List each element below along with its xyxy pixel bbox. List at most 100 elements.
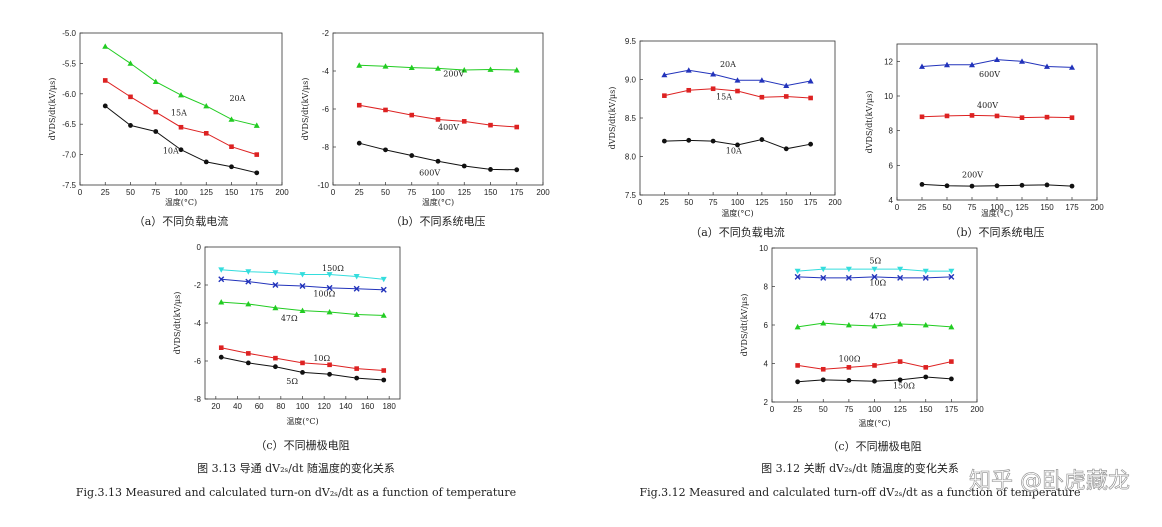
- figure-caption-cn: 图 3.13 导通 dV₂ₛ/dt 随温度的变化关系: [197, 461, 395, 475]
- x-tick-label: 120: [317, 402, 331, 411]
- data-point: [218, 276, 225, 283]
- data-point: [758, 77, 765, 83]
- x-tick-label: 100: [296, 402, 310, 411]
- data-point: [872, 363, 877, 368]
- y-tick-label: -6: [194, 357, 202, 366]
- chart-off_a: 0 25 50 75 100 125 150 175 200 7.5 8.0 8.5 9.0 9.5 温度(…: [608, 37, 842, 239]
- data-point: [488, 122, 493, 128]
- x-axis-label: 温度(°C): [165, 197, 197, 207]
- x-tick-label: 75: [151, 188, 160, 197]
- data-point: [380, 286, 387, 293]
- x-tick-label: 100: [990, 203, 1004, 212]
- series-annotation: 10Ω: [313, 354, 330, 363]
- x-tick-label: 175: [1065, 203, 1079, 212]
- data-point: [218, 299, 225, 305]
- data-point: [380, 312, 387, 318]
- subcaption: （c）不同栅极电阻: [827, 439, 921, 453]
- data-point: [299, 307, 306, 314]
- y-tick-label: -4: [194, 319, 202, 328]
- data-point: [246, 351, 251, 356]
- data-point: [272, 282, 279, 288]
- data-point: [203, 159, 209, 165]
- data-point: [808, 95, 813, 101]
- data-point: [245, 360, 251, 366]
- data-point: [218, 354, 224, 360]
- data-point: [759, 137, 765, 142]
- series-annotation: 5Ω: [286, 377, 298, 386]
- data-point: [1019, 182, 1025, 188]
- data-point: [1044, 63, 1050, 69]
- data-point: [383, 147, 388, 153]
- data-point: [897, 274, 904, 281]
- data-point: [944, 113, 950, 119]
- data-point: [152, 78, 159, 85]
- data-point: [228, 116, 235, 122]
- x-tick-label: 200: [828, 198, 842, 207]
- series-annotation: 400V: [438, 123, 459, 132]
- data-point: [326, 284, 333, 291]
- x-axis-label: 温度(°C): [721, 208, 753, 218]
- series-annotation: 10A: [163, 146, 179, 155]
- y-tick-label: 4: [889, 196, 894, 205]
- data-point: [300, 370, 305, 375]
- y-tick-label: 7.5: [625, 191, 637, 200]
- series-annotation: 600V: [979, 70, 1000, 79]
- y-tick-label: -5.5: [62, 59, 76, 68]
- chart-off_b: 0 25 50 75 100 125 150 175 200 4 6 8 10 12 温度(°C) dVDS/…: [865, 43, 1104, 239]
- data-point: [435, 158, 441, 164]
- x-tick-label: 50: [684, 198, 693, 207]
- data-point: [795, 363, 800, 368]
- data-point: [820, 274, 827, 281]
- data-point: [488, 167, 493, 172]
- data-point: [922, 274, 929, 281]
- x-tick-label: 75: [407, 188, 416, 197]
- data-point: [662, 93, 667, 98]
- x-tick-label: 200: [536, 188, 550, 197]
- figure-caption-en: Fig.3.12 Measured and calculated turn-of…: [639, 486, 1080, 499]
- y-axis-label: dVDS/dt(kV/μs): [608, 87, 617, 150]
- data-point: [710, 71, 717, 77]
- data-point: [254, 170, 260, 176]
- data-point: [820, 366, 826, 372]
- data-point: [1069, 183, 1075, 189]
- data-point: [354, 366, 359, 371]
- series-annotation: 400V: [977, 101, 998, 110]
- x-tick-label: 175: [250, 188, 264, 197]
- data-point: [408, 64, 415, 70]
- data-point: [759, 94, 765, 100]
- x-tick-label: 50: [943, 203, 952, 212]
- data-point: [229, 144, 234, 149]
- x-tick-label: 80: [276, 402, 285, 411]
- x-tick-label: 25: [660, 198, 669, 207]
- x-tick-label: 100: [174, 188, 188, 197]
- chart-on_a: 0 25 50 75 100 125 150 175 200 -7.5 -7.0 -6.5 -6.0 -5…: [48, 29, 289, 228]
- data-point: [944, 183, 950, 189]
- data-point: [944, 61, 950, 68]
- data-point: [380, 276, 387, 283]
- data-point: [229, 164, 234, 170]
- x-tick-label: 25: [793, 405, 802, 414]
- x-tick-label: 100: [868, 405, 882, 414]
- data-point: [153, 129, 159, 134]
- y-tick-label: 9.0: [625, 76, 637, 85]
- data-point: [994, 183, 1000, 189]
- data-point: [218, 267, 225, 273]
- data-point: [514, 124, 520, 130]
- data-point: [661, 138, 667, 144]
- x-tick-label: 50: [381, 188, 390, 197]
- data-point: [327, 371, 332, 377]
- data-point: [513, 67, 520, 73]
- data-point: [897, 321, 904, 327]
- data-point: [919, 63, 925, 69]
- y-tick-label: 10: [884, 92, 893, 101]
- data-point: [897, 377, 903, 383]
- data-point: [948, 268, 955, 275]
- series-annotation: 47Ω: [869, 312, 886, 321]
- subcaption: （b）不同系统电压: [949, 226, 1044, 239]
- data-point: [254, 152, 260, 157]
- data-point: [922, 322, 929, 328]
- y-tick-label: -7.5: [62, 181, 76, 190]
- data-point: [808, 141, 814, 147]
- data-point: [871, 322, 878, 329]
- data-point: [272, 270, 279, 276]
